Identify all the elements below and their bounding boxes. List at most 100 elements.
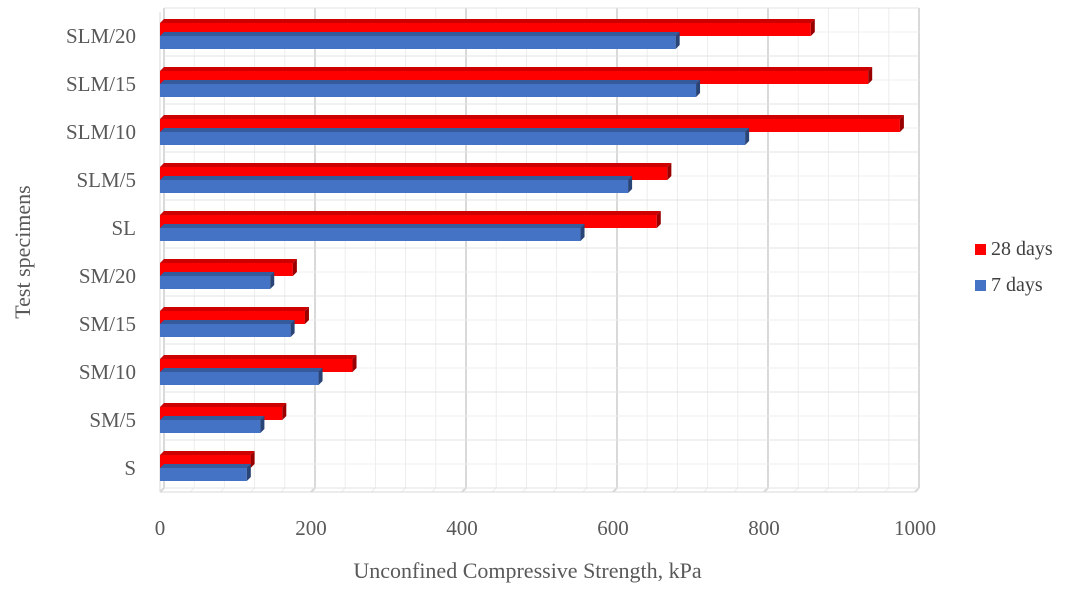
- floor-gridline: [371, 487, 376, 493]
- floor-gridline: [642, 487, 648, 493]
- floor-gridline: [431, 487, 437, 493]
- bar-7-days: [160, 228, 581, 241]
- bar-7-days: [160, 180, 629, 193]
- bar-top-28-days: [160, 355, 357, 359]
- bar-top-7-days: [160, 464, 251, 468]
- bar-top-7-days: [160, 272, 275, 276]
- y-tick-label: SM/5: [89, 408, 136, 432]
- bar-end-7-days: [628, 176, 633, 193]
- bar-end-7-days: [675, 32, 680, 49]
- bar-top-28-days: [160, 19, 815, 23]
- floor-gridline: [491, 487, 497, 493]
- bar-end-28-days: [282, 403, 287, 420]
- bar-top-28-days: [160, 307, 309, 311]
- bar-end-7-days: [290, 320, 295, 337]
- bar-7-days: [160, 132, 746, 145]
- floor-gridline: [673, 487, 678, 493]
- x-axis-title: Unconfined Compressive Strength, kPa: [353, 558, 702, 583]
- x-tick-label: 600: [597, 516, 629, 540]
- y-tick-label: SM/15: [79, 312, 136, 336]
- bar-top-28-days: [160, 259, 297, 263]
- bar-end-28-days: [656, 211, 661, 228]
- bar-top-7-days: [160, 224, 585, 228]
- floor-gridline: [340, 487, 346, 493]
- bar-end-28-days: [868, 67, 873, 84]
- y-axis-title: Test specimens: [10, 185, 35, 318]
- floor-gridline: [793, 487, 799, 493]
- floor-gridline: [522, 487, 527, 493]
- y-tick-label: SLM/20: [66, 24, 136, 48]
- gridlines: [159, 7, 920, 493]
- bar-end-28-days: [899, 115, 904, 132]
- bar-end-28-days: [304, 307, 309, 324]
- floor-gridline: [733, 487, 739, 493]
- y-tick-label: SM/20: [79, 264, 136, 288]
- bar-7-days: [160, 36, 676, 49]
- floor-gridline: [824, 487, 829, 493]
- legend-item-7-days: 7 days: [975, 272, 1053, 298]
- bar-end-7-days: [318, 368, 323, 385]
- x-tick-label: 800: [748, 516, 780, 540]
- floor-gridline: [220, 487, 225, 493]
- floor-gridline: [552, 487, 557, 493]
- bar-top-28-days: [160, 403, 287, 407]
- legend-item-28-days: 28 days: [975, 236, 1053, 262]
- x-tick-label: 0: [155, 516, 166, 540]
- bar-end-28-days: [810, 19, 815, 36]
- bar-top-28-days: [160, 115, 904, 119]
- floor-gridline: [914, 487, 920, 493]
- floor-gridline: [854, 487, 859, 493]
- bar-top-7-days: [160, 368, 323, 372]
- y-tick-label: SLM/5: [76, 168, 136, 192]
- bar-end-7-days: [580, 224, 585, 241]
- y-tick-label: SM/10: [79, 360, 136, 384]
- bar-end-7-days: [745, 128, 750, 145]
- bar-end-28-days: [292, 259, 297, 276]
- bar-end-28-days: [250, 451, 255, 468]
- floor-gridline: [310, 487, 316, 493]
- floor-gridline: [280, 487, 286, 493]
- bar-7-days: [160, 84, 697, 97]
- floor-gridline: [250, 487, 255, 493]
- floor-gridline: [461, 487, 467, 493]
- floor-gridline: [189, 487, 195, 493]
- bar-top-28-days: [160, 211, 661, 215]
- bar-top-7-days: [160, 80, 701, 84]
- floor-gridline: [884, 487, 890, 493]
- bar-top-28-days: [160, 163, 672, 167]
- y-tick-label: SLM/10: [66, 120, 136, 144]
- bar-end-7-days: [270, 272, 275, 289]
- legend: 28 days 7 days: [975, 236, 1053, 308]
- floor-gridline: [612, 487, 618, 493]
- x-tick-label: 1000: [894, 516, 936, 540]
- bar-7-days: [160, 420, 261, 433]
- y-tick-label: SL: [111, 216, 136, 240]
- x-tick-label: 200: [295, 516, 327, 540]
- bar-7-days: [160, 468, 247, 481]
- bar-end-7-days: [246, 464, 251, 481]
- x-tick-label: 400: [446, 516, 478, 540]
- floor-gridline: [582, 487, 588, 493]
- bars: [160, 19, 904, 481]
- bar-7-days: [160, 372, 319, 385]
- bar-end-28-days: [352, 355, 357, 372]
- floor-gridline: [763, 487, 769, 493]
- legend-swatch-28-days: [975, 243, 986, 255]
- bar-end-7-days: [260, 416, 265, 433]
- legend-label-28-days: 28 days: [991, 237, 1053, 260]
- legend-label-7-days: 7 days: [991, 273, 1043, 296]
- bar-top-7-days: [160, 32, 680, 36]
- floor-gridline: [401, 487, 406, 493]
- bar-7-days: [160, 276, 271, 289]
- y-tick-label: S: [124, 456, 136, 480]
- floor-gridline: [703, 487, 708, 493]
- bar-end-7-days: [696, 80, 701, 97]
- bar-top-7-days: [160, 128, 750, 132]
- bar-top-7-days: [160, 416, 265, 420]
- floor-gridline: [159, 487, 165, 493]
- bar-top-7-days: [160, 320, 295, 324]
- bar-7-days: [160, 324, 291, 337]
- bar-top-28-days: [160, 451, 255, 455]
